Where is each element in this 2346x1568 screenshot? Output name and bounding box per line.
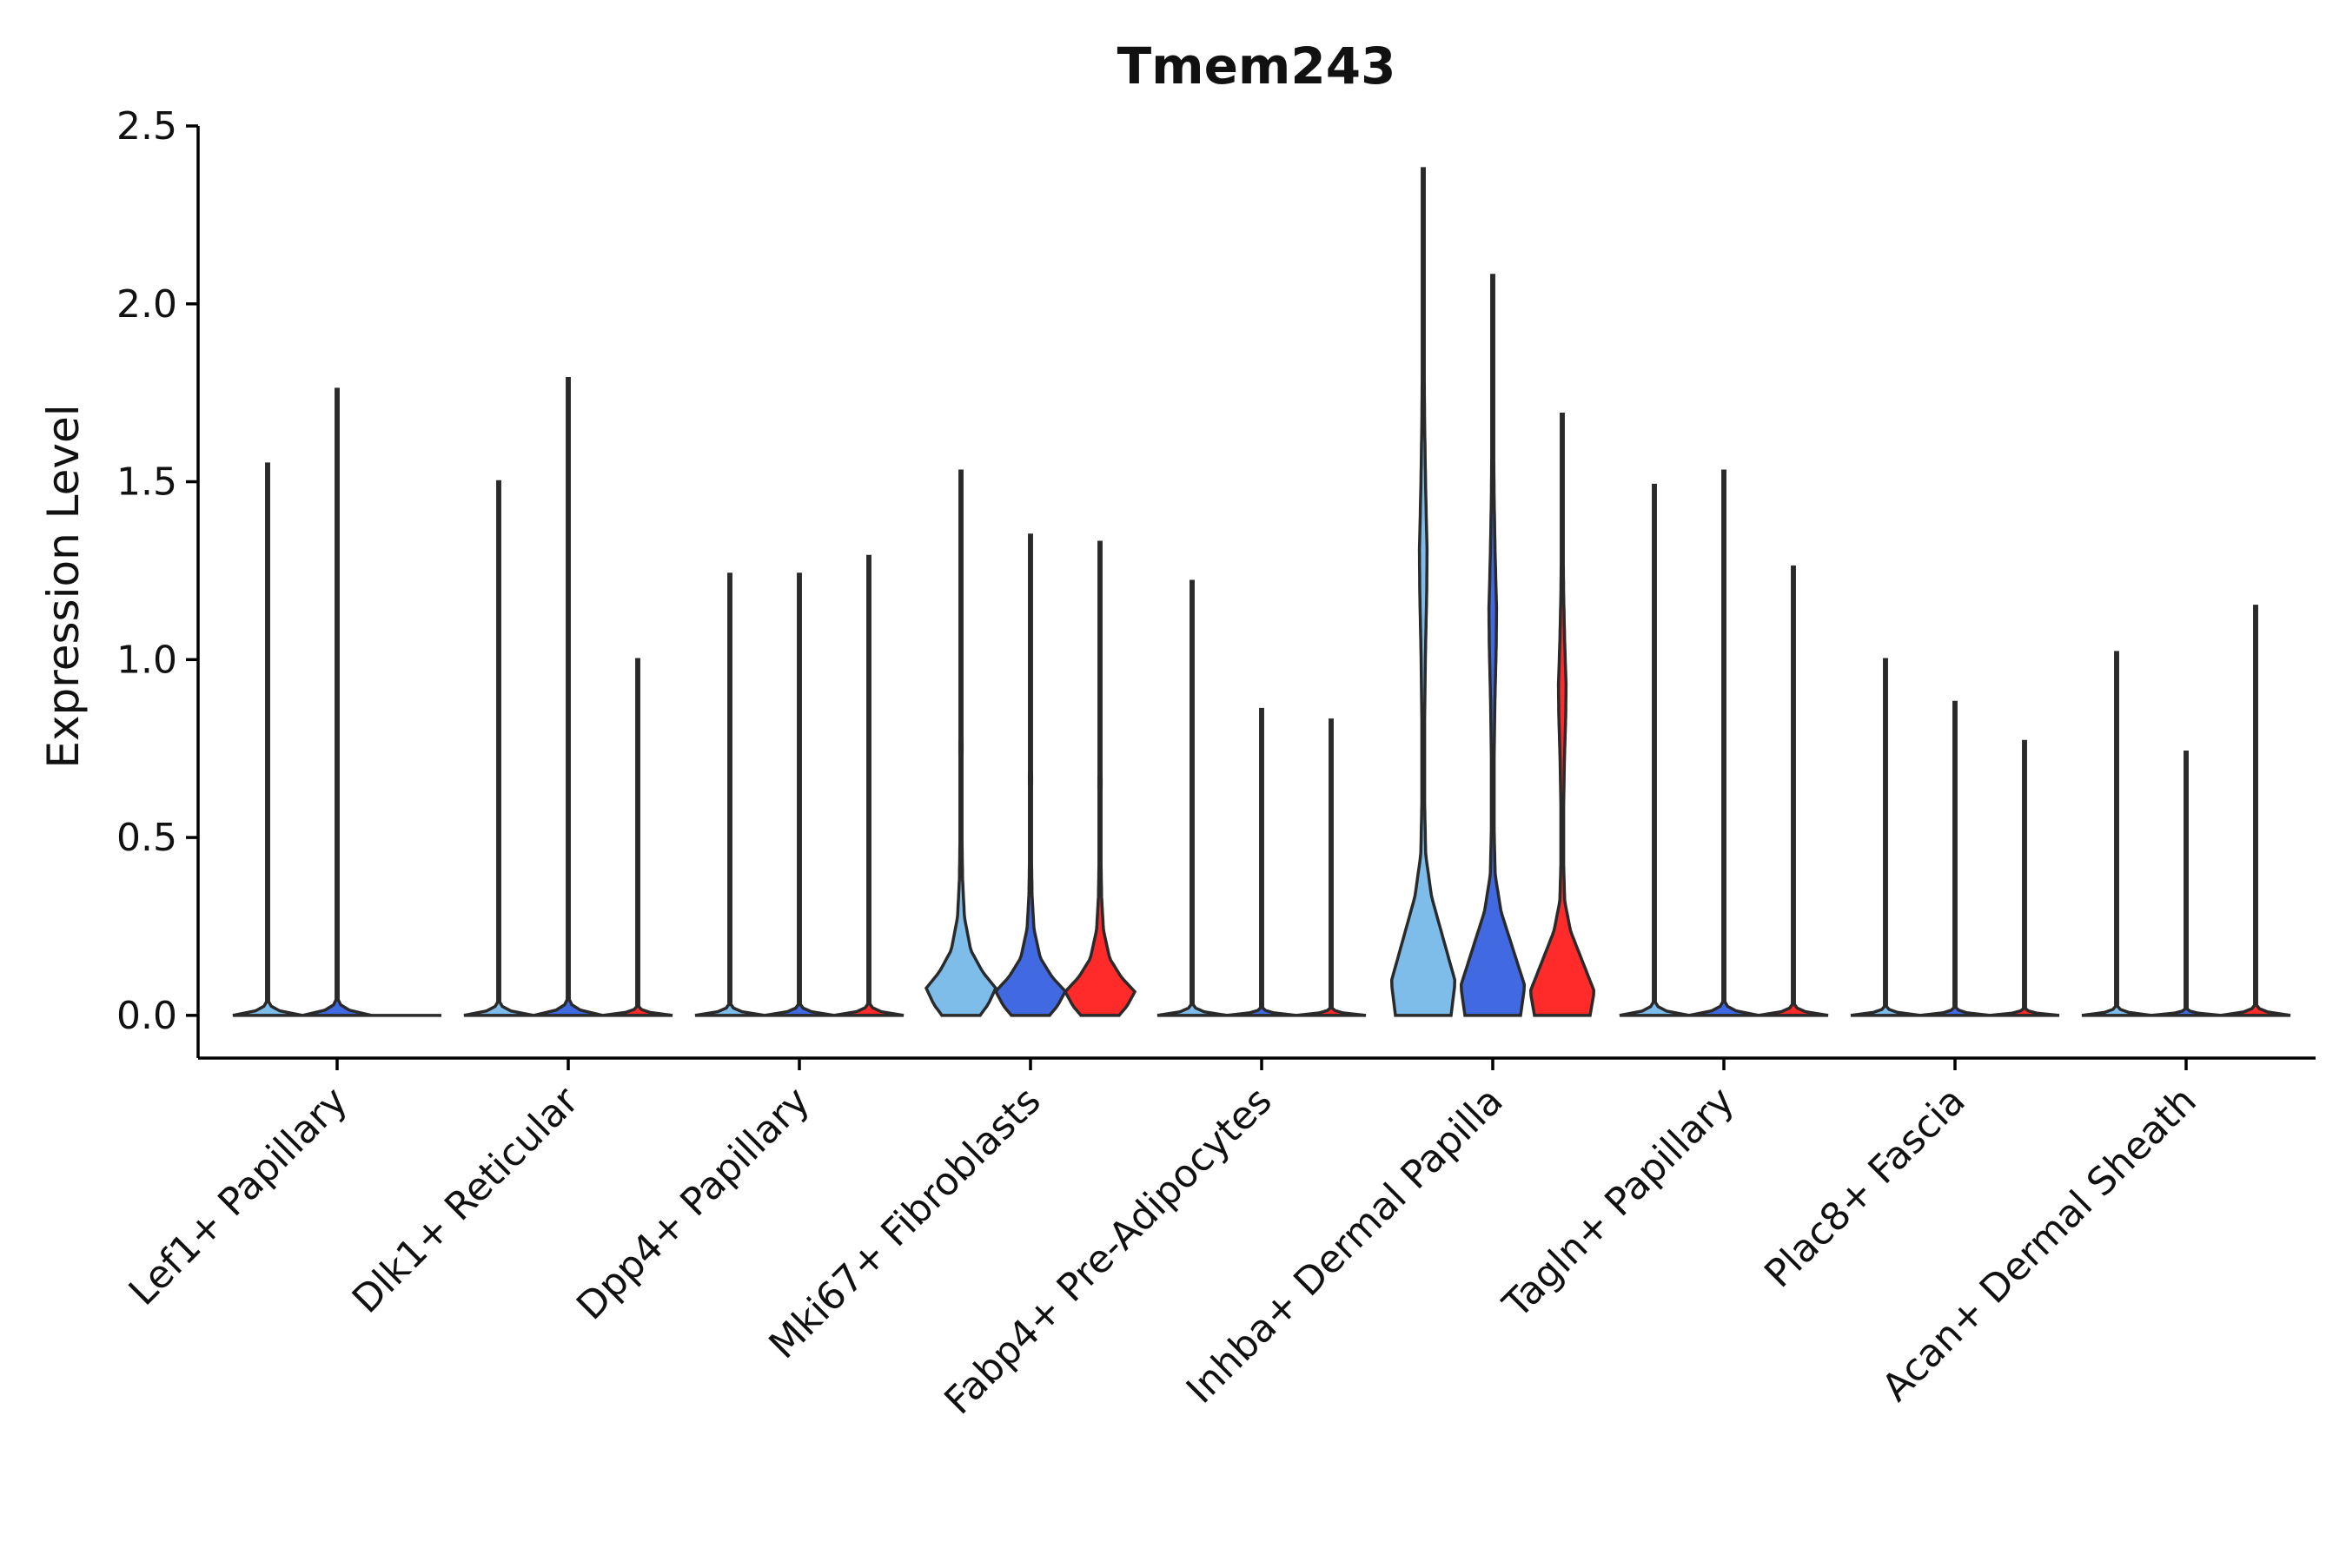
y-tick-label: 1.0 <box>116 638 177 682</box>
violin-7-group-3 <box>1758 566 1829 1017</box>
violin-6-group-1 <box>1389 167 1457 1017</box>
violin-8-group-3 <box>1989 739 2060 1017</box>
y-tick-label: 2.0 <box>116 282 177 327</box>
violin-6-group-3 <box>1528 412 1596 1017</box>
x-tick-label: Lef1+ Papillary <box>121 1079 356 1314</box>
chart-title: Tmem243 <box>1117 36 1396 96</box>
x-tick-label: Plac8+ Fascia <box>1756 1079 1974 1297</box>
x-tick-label: Tagln+ Papillary <box>1494 1079 1743 1327</box>
y-tick-label: 2.5 <box>116 104 177 149</box>
violin-3-group-3 <box>833 554 905 1017</box>
violin-4-group-1 <box>924 469 998 1017</box>
violin-7-group-1 <box>1619 483 1690 1017</box>
violin-9-group-3 <box>2220 605 2291 1017</box>
y-tick-label: 0.5 <box>116 816 177 860</box>
y-tick-label: 0.0 <box>116 994 177 1038</box>
violin-5-group-2 <box>1226 707 1297 1017</box>
violin-9-group-2 <box>2150 751 2222 1017</box>
violin-1-group-1 <box>232 462 303 1017</box>
y-axis-label: Expression Level <box>38 404 89 768</box>
violin-6-group-2 <box>1459 274 1527 1017</box>
violin-4-group-3 <box>1063 540 1137 1017</box>
violin-3-group-1 <box>694 572 765 1017</box>
x-tick-label: Dpp4+ Papillary <box>568 1079 818 1329</box>
violin-9-group-1 <box>2081 651 2152 1017</box>
violin-1-group-2 <box>302 387 373 1017</box>
violin-3-group-2 <box>764 572 835 1017</box>
y-tick-label: 1.5 <box>116 460 177 505</box>
violin-7-group-2 <box>1688 469 1760 1017</box>
plot-area <box>232 167 2291 1017</box>
violin-8-group-1 <box>1850 658 1921 1017</box>
violin-5-group-1 <box>1156 579 1228 1017</box>
violin-2-group-3 <box>602 658 673 1017</box>
violin-5-group-3 <box>1296 718 1367 1017</box>
violin-4-group-2 <box>993 533 1068 1017</box>
violin-8-group-2 <box>1919 700 1991 1017</box>
violin-2-group-1 <box>463 480 534 1017</box>
violin-2-group-2 <box>533 377 604 1017</box>
x-tick-label: Dlk1+ Reticular <box>344 1078 588 1322</box>
